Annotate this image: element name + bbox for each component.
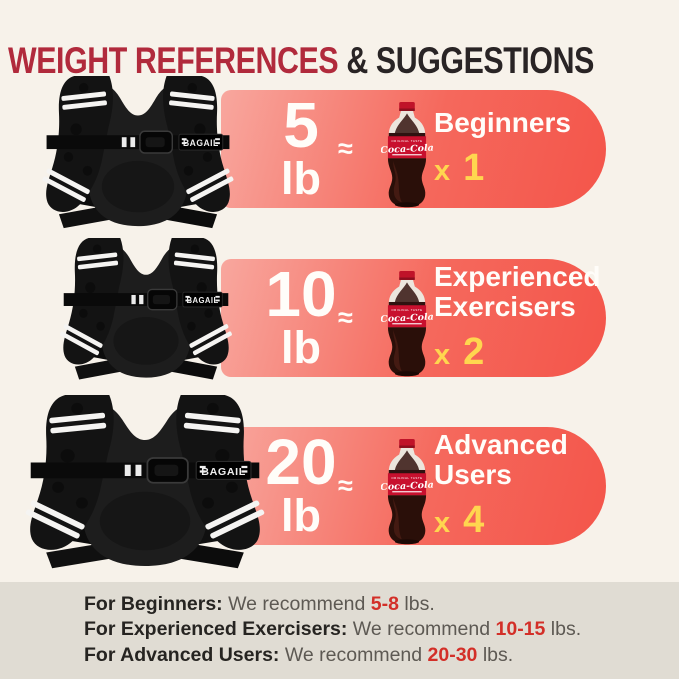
weight-value-block: 5 lb: [251, 88, 351, 205]
footnote-range: 20-30: [427, 643, 478, 666]
cola-bottle-icon: [381, 439, 433, 545]
row-advanced: 20 lb ≈ Advanced Users x 4: [221, 427, 606, 545]
multiplier-x: x: [434, 506, 451, 539]
footnote-beginners: For Beginners: We recommend 5-8 lbs.: [84, 592, 581, 617]
audience-line: Beginners: [434, 107, 571, 139]
recommendation-notes: For Beginners: We recommend 5-8 lbs. For…: [84, 592, 581, 668]
audience-label: Beginners: [434, 108, 582, 138]
footnote-label: For Experienced Exercisers:: [84, 618, 348, 641]
weight-value-block: 20 lb: [251, 425, 351, 542]
footnote-lead: We recommend: [347, 618, 496, 641]
weight-unit: lb: [281, 153, 321, 205]
footnote-experienced: For Experienced Exercisers: We recommend…: [84, 617, 581, 642]
row-experienced: 10 lb ≈ Experienced Exercisers x 2: [221, 259, 606, 377]
page-title: WEIGHT REFERENCES & SUGGESTIONS: [8, 39, 594, 82]
title-primary: WEIGHT REFERENCES: [8, 39, 339, 81]
audience-label: Advanced Users: [434, 430, 582, 490]
footnote-lead: We recommend: [222, 593, 371, 615]
row-text-block: Experienced Exercisers x 2: [434, 259, 601, 377]
footnote-label: For Advanced Users:: [84, 643, 280, 666]
row-beginners: 5 lb ≈ Beginners x 1: [221, 90, 606, 208]
approx-equal-symbol: ≈: [338, 133, 353, 164]
bottle-multiplier: x 4: [434, 499, 582, 542]
weight-vest-image-20lb: [20, 395, 270, 575]
footnote-advanced: For Advanced Users: We recommend 20-30 l…: [84, 643, 581, 668]
cola-bottle-icon: [381, 271, 433, 377]
weight-unit: lb: [281, 490, 321, 542]
weight-unit: lb: [281, 322, 321, 374]
multiplier-count: 1: [463, 146, 485, 189]
audience-label: Experienced Exercisers: [434, 261, 601, 322]
weight-number: 20: [265, 425, 337, 498]
multiplier-x: x: [434, 154, 451, 187]
multiplier-count: 2: [463, 330, 485, 373]
multiplier-count: 4: [463, 498, 485, 541]
weight-vest-image-10lb: [56, 238, 236, 385]
audience-line: Advanced: [434, 429, 568, 461]
footnote-range: 5-8: [370, 593, 399, 615]
footnote-tail: lbs.: [477, 643, 514, 666]
footer-band: [0, 582, 679, 679]
footnote-tail: lbs.: [545, 618, 582, 641]
approx-equal-symbol: ≈: [338, 302, 353, 333]
cola-bottle-icon: [381, 102, 433, 208]
footnote-range: 10-15: [495, 618, 546, 641]
bottle-multiplier: x 1: [434, 147, 582, 190]
weight-number: 5: [283, 88, 319, 161]
approx-equal-symbol: ≈: [338, 470, 353, 501]
audience-line: Experienced: [434, 261, 601, 293]
weight-value-block: 10 lb: [251, 257, 351, 374]
footnote-lead: We recommend: [279, 643, 428, 666]
title-secondary: & SUGGESTIONS: [346, 39, 594, 81]
footnote-tail: lbs.: [398, 593, 435, 615]
row-text-block: Advanced Users x 4: [434, 427, 582, 545]
audience-line: Users: [434, 459, 512, 490]
audience-line: Exercisers: [434, 291, 576, 322]
weight-number: 10: [265, 257, 337, 330]
footnote-label: For Beginners:: [84, 593, 223, 615]
bottle-multiplier: x 2: [434, 331, 582, 374]
multiplier-x: x: [434, 338, 451, 371]
weight-vest-image-5lb: [38, 76, 238, 234]
row-text-block: Beginners x 1: [434, 90, 582, 208]
